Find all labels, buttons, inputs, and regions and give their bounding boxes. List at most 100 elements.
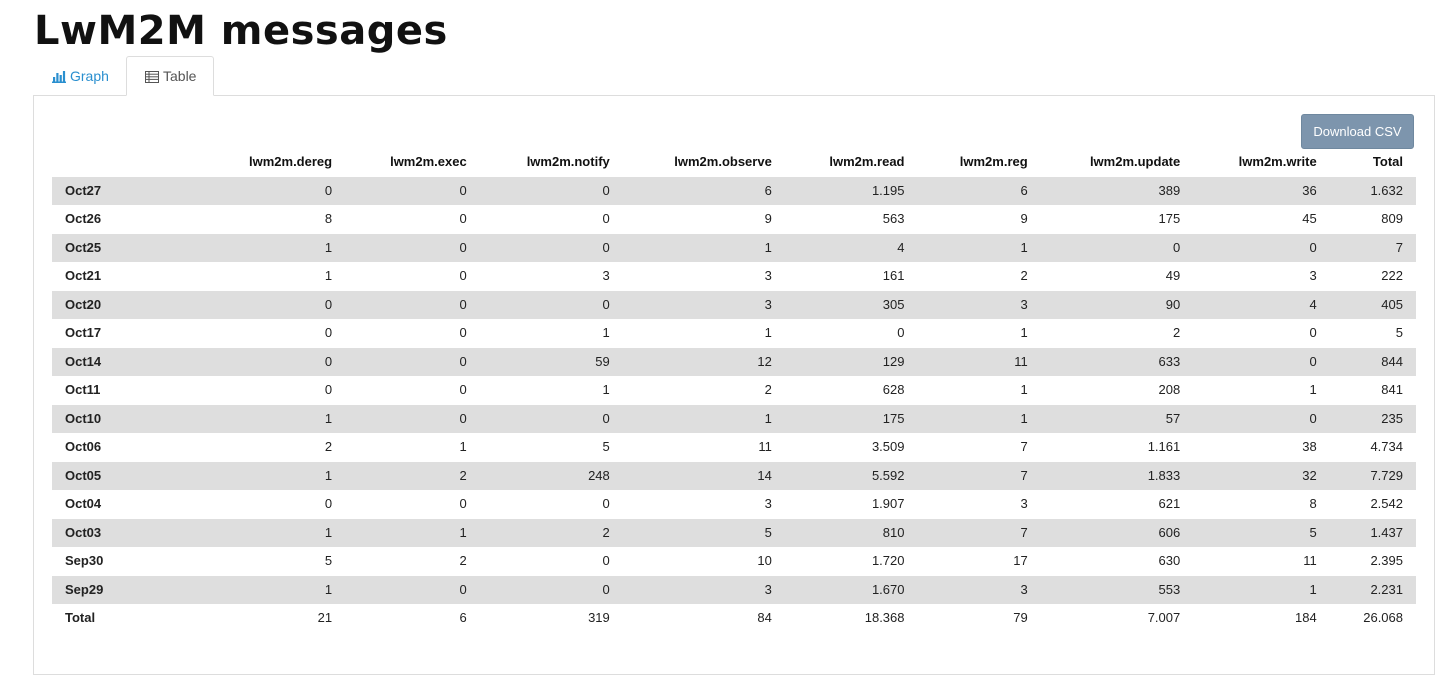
table-cell: 1.833 (1040, 460, 1194, 490)
table-cell: 1.437 (1329, 517, 1416, 547)
table-cell: 606 (1040, 517, 1194, 547)
table-cell: 3.509 (871, 438, 905, 454)
table-cell: 0 (202, 346, 346, 376)
table-cell: 7 (1020, 438, 1028, 454)
table-cell: 208 (1158, 381, 1181, 397)
column-header-write: lwm2m.write (1238, 154, 1317, 169)
table-cell: 2 (764, 381, 772, 397)
tab-table-label: Table (163, 68, 197, 84)
table-cell: 8 (324, 210, 333, 226)
table-cell: 1 (202, 517, 346, 547)
table-cell: 0 (602, 210, 610, 226)
table-cell: 621 (1158, 495, 1181, 511)
table-cell: 1 (602, 381, 610, 397)
table-cell: 1 (345, 517, 480, 547)
column-header-dereg: lwm2m.dereg (249, 154, 333, 169)
table-cell: 161 (882, 267, 905, 283)
table-cell: 0 (897, 324, 905, 340)
column-header-observe: lwm2m.observe (674, 154, 772, 169)
table-cell: 2.231 (1329, 574, 1416, 604)
table-cell: 0 (202, 175, 346, 205)
table-cell: 2 (1020, 267, 1028, 283)
column-header-date (52, 148, 202, 176)
table-row: Oct11 0 0 1 2 628 1 208 1 841 (52, 376, 1416, 405)
table-cell: 1.907 (871, 495, 905, 511)
table-icon (145, 70, 159, 83)
table-cell: 45 (1302, 210, 1317, 226)
table-cell: 1 (1193, 574, 1330, 604)
table-cell: 1.720 (871, 552, 905, 568)
column-header-read: lwm2m.read (829, 154, 905, 169)
table-cell: 1 (324, 267, 333, 283)
table-cell: 3 (1020, 495, 1028, 511)
table-cell: 2 (479, 517, 623, 547)
column-header-reg: lwm2m.reg (959, 154, 1028, 169)
table-cell: 4 (784, 232, 918, 262)
table-cell: 553 (1040, 574, 1194, 604)
table-cell: 0 (459, 267, 467, 283)
table-cell: 810 (784, 517, 918, 547)
table-cell: 2 (324, 438, 333, 454)
table-row: Oct25 1 0 0 1 4 1 0 0 7 (52, 232, 1416, 262)
table-cell: 248 (479, 460, 623, 490)
row-label-cell: Oct20 (52, 289, 202, 319)
table-cell: 26.068 (1329, 603, 1416, 632)
table-row: Oct26 8 0 0 9 563 9 175 45 809 (52, 205, 1416, 234)
table-cell: 2 (345, 460, 480, 490)
table-cell: 11 (917, 346, 1041, 376)
table-cell: 5 (622, 517, 785, 547)
table-cell: 2 (1173, 324, 1181, 340)
table-cell: 0 (345, 175, 480, 205)
table-cell: 12 (622, 346, 785, 376)
column-header-update: lwm2m.update (1089, 154, 1181, 169)
table-row: Oct21 1 0 3 3 161 2 49 3 222 (52, 262, 1416, 291)
table-cell: 0 (345, 289, 480, 319)
table-cell: 305 (784, 289, 918, 319)
table-cell: 6 (622, 175, 785, 205)
table-cell: 0 (479, 403, 623, 433)
table-cell: 563 (882, 210, 905, 226)
table-cell: 2 (459, 552, 467, 568)
table-cell: 844 (1329, 346, 1416, 376)
row-label-cell: Oct25 (52, 232, 202, 262)
table-row: Oct10 1 0 0 1 175 1 57 0 235 (52, 403, 1416, 433)
table-cell: 0 (345, 574, 480, 604)
table-cell: 175 (784, 403, 918, 433)
table-cell: 11 (1303, 552, 1317, 568)
table-cell: 1 (202, 574, 346, 604)
table-cell: 3 (917, 574, 1041, 604)
table-cell: 6 (917, 175, 1041, 205)
table-row: Oct06 2 1 5 11 3.509 7 1.161 38 4.734 (52, 433, 1416, 462)
tab-graph[interactable]: Graph (34, 56, 126, 96)
table-row: Oct04 0 0 0 3 1.907 3 621 8 2.542 (52, 490, 1416, 519)
table-cell: 0 (1040, 232, 1194, 262)
row-label-cell: Oct17 (65, 324, 102, 340)
row-label-cell: Oct11 (65, 381, 101, 397)
table-cell: 49 (1165, 267, 1181, 283)
row-label-cell: Oct05 (52, 460, 202, 490)
table-cell: 90 (1040, 289, 1194, 319)
table-cell: 9 (1020, 210, 1028, 226)
page-title: LwM2M messages (34, 8, 448, 54)
table-cell: 0 (602, 495, 610, 511)
table-cell: 235 (1329, 403, 1416, 433)
table-cell: 5 (602, 438, 610, 454)
table-cell: 2.395 (1370, 552, 1403, 568)
table-cell: 84 (622, 603, 785, 632)
tab-table[interactable]: Table (126, 56, 214, 96)
table-cell: 21 (202, 603, 346, 632)
table-cell: 7.007 (1040, 603, 1194, 632)
table-cell: 38 (1302, 438, 1317, 454)
table-cell: 0 (459, 381, 467, 397)
download-csv-button[interactable]: Download CSV (1301, 114, 1414, 149)
table-cell: 0 (345, 232, 480, 262)
table-row: Oct03 1 1 2 5 810 7 606 5 1.437 (52, 517, 1416, 547)
table-cell: 7 (917, 460, 1041, 490)
table-panel: Download CSV lwm2m.dereg lwm2m.exec lwm2… (33, 95, 1435, 675)
table-cell: 7.729 (1329, 460, 1416, 490)
table-cell: 3 (602, 267, 610, 283)
table-row: Oct20 0 0 0 3 305 3 90 4 405 (52, 289, 1416, 319)
table-cell: 1 (602, 324, 610, 340)
row-label-cell: Total (52, 603, 202, 632)
table-cell: 0 (202, 289, 346, 319)
